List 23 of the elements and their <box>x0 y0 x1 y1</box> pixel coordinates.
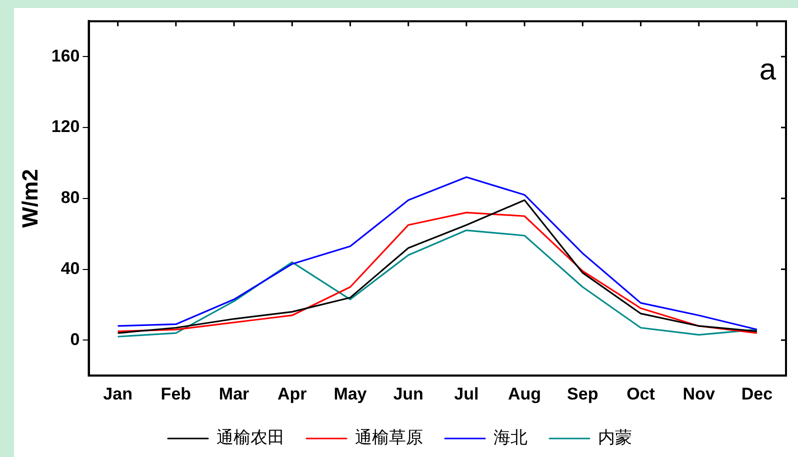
legend-label: 通榆草原 <box>355 428 423 448</box>
y-tick-label: 80 <box>60 188 80 208</box>
x-tick-label: Jan <box>103 384 132 404</box>
y-tick-label: 0 <box>70 330 80 349</box>
x-tick-label: Mar <box>218 384 250 404</box>
x-tick-label: Feb <box>160 384 192 404</box>
legend-label: 通榆农田 <box>216 428 284 448</box>
x-tick-label: Oct <box>626 384 656 404</box>
legend-label: 内蒙 <box>598 428 632 448</box>
x-tick-label: Apr <box>277 384 308 404</box>
annotation: a <box>759 53 776 86</box>
y-tick-label: 160 <box>51 46 80 66</box>
x-tick-label: Jul <box>454 384 479 404</box>
y-tick-label: 120 <box>51 117 80 136</box>
x-tick-label: Jun <box>393 384 424 404</box>
y-axis-title: W/m2 <box>17 169 42 228</box>
legend-label: 海北 <box>494 428 528 448</box>
x-tick-label: Nov <box>682 384 716 404</box>
x-tick-label: Aug <box>508 384 542 404</box>
x-tick-label: Dec <box>741 384 773 404</box>
y-tick-label: 40 <box>60 258 80 278</box>
x-tick-label: May <box>334 384 368 404</box>
x-tick-label: Sep <box>567 384 598 404</box>
